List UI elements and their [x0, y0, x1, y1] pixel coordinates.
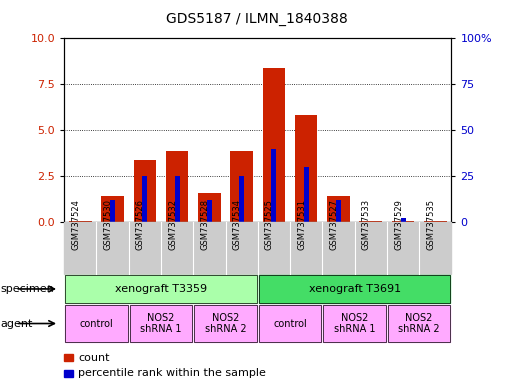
- Text: GSM737534: GSM737534: [232, 199, 242, 250]
- Text: NOS2
shRNA 2: NOS2 shRNA 2: [205, 313, 246, 334]
- Bar: [69, 221, 91, 222]
- Bar: [392, 221, 415, 222]
- Text: control: control: [80, 318, 113, 329]
- Bar: [101, 196, 124, 222]
- Text: GSM737531: GSM737531: [297, 199, 306, 250]
- Text: GSM737525: GSM737525: [265, 199, 274, 250]
- Text: specimen: specimen: [0, 284, 54, 294]
- Text: GSM737524: GSM737524: [71, 199, 80, 250]
- Bar: [166, 151, 188, 222]
- Bar: [360, 221, 382, 222]
- Bar: [230, 151, 253, 222]
- Text: control: control: [273, 318, 307, 329]
- Bar: [327, 196, 350, 222]
- Bar: [304, 167, 309, 222]
- Text: NOS2
shRNA 1: NOS2 shRNA 1: [334, 313, 376, 334]
- Bar: [239, 176, 244, 222]
- Text: GSM737530: GSM737530: [104, 199, 112, 250]
- Text: GSM737527: GSM737527: [329, 199, 339, 250]
- Bar: [133, 159, 156, 222]
- Text: xenograft T3691: xenograft T3691: [308, 284, 401, 294]
- Bar: [110, 200, 115, 222]
- Text: percentile rank within the sample: percentile rank within the sample: [78, 368, 266, 378]
- Bar: [424, 221, 447, 222]
- Bar: [198, 193, 221, 222]
- Text: GSM737526: GSM737526: [136, 199, 145, 250]
- Bar: [401, 218, 405, 222]
- Text: count: count: [78, 353, 110, 363]
- Bar: [142, 176, 147, 222]
- Text: GSM737533: GSM737533: [362, 199, 371, 250]
- Text: GSM737528: GSM737528: [201, 199, 209, 250]
- Text: NOS2
shRNA 1: NOS2 shRNA 1: [140, 313, 182, 334]
- Bar: [295, 114, 318, 222]
- Text: NOS2
shRNA 2: NOS2 shRNA 2: [399, 313, 440, 334]
- Text: xenograft T3359: xenograft T3359: [115, 284, 207, 294]
- Text: GSM737529: GSM737529: [394, 199, 403, 250]
- Bar: [207, 200, 212, 222]
- Text: GDS5187 / ILMN_1840388: GDS5187 / ILMN_1840388: [166, 12, 347, 25]
- Bar: [271, 149, 277, 222]
- Bar: [263, 68, 285, 222]
- Bar: [174, 176, 180, 222]
- Bar: [336, 200, 341, 222]
- Text: GSM737532: GSM737532: [168, 199, 177, 250]
- Text: GSM737535: GSM737535: [426, 199, 436, 250]
- Text: agent: agent: [0, 318, 32, 329]
